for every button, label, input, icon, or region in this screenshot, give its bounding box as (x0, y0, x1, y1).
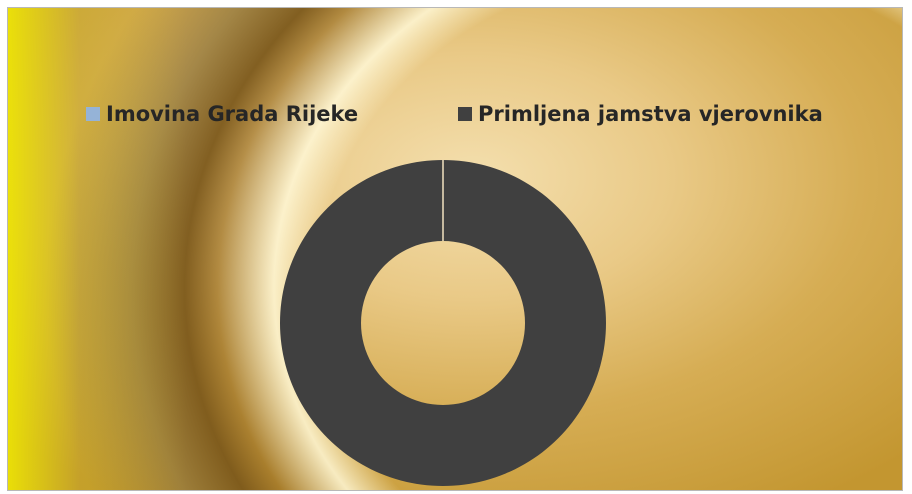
legend-item-imovina: Imovina Grada Rijeke (86, 98, 358, 130)
donut-slice-1 (279, 160, 606, 486)
legend-swatch-imovina (86, 107, 100, 121)
legend-label-imovina: Imovina Grada Rijeke (106, 102, 359, 126)
legend-swatch-primljena (458, 107, 472, 121)
donut-chart (279, 160, 606, 486)
legend-item-primljena: Primljena jamstva vjerovnika (458, 98, 823, 130)
legend-label-primljena: Primljena jamstva vjerovnika (478, 102, 823, 126)
chart-area: Imovina Grada Rijeke Primljena jamstva v… (7, 7, 903, 491)
